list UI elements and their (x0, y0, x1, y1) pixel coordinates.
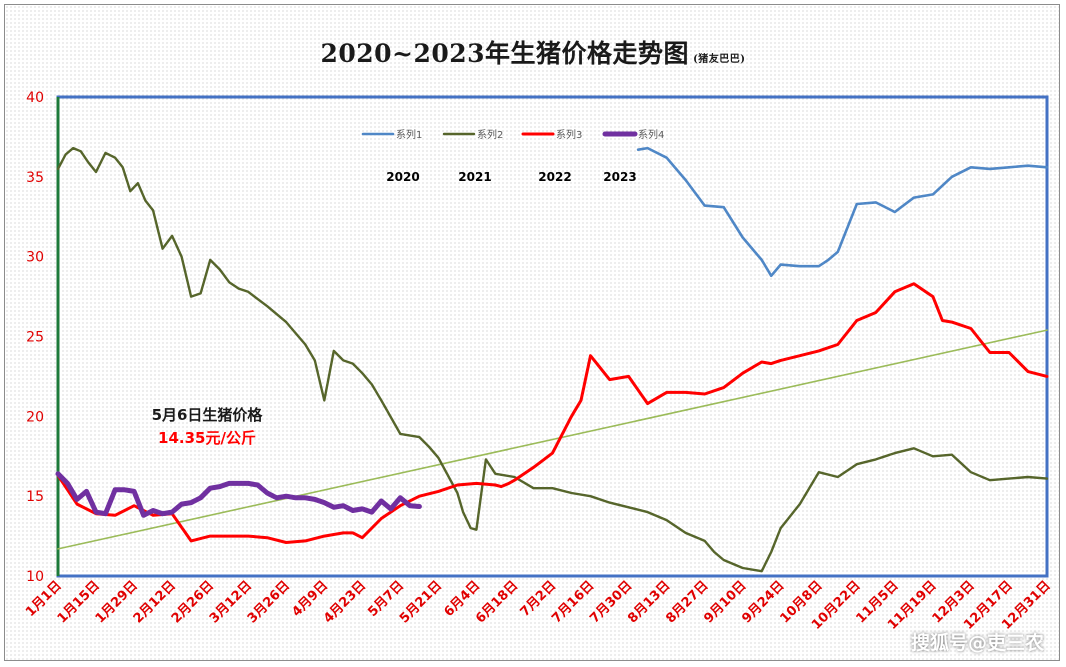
legend-label: 系列1 (396, 128, 422, 141)
y-tick-label: 20 (26, 409, 44, 425)
y-tick-label: 40 (26, 90, 44, 106)
annotation-title: 5月6日生猪价格 (152, 406, 264, 424)
x-tick-label: 6月18日 (473, 578, 521, 626)
chart-title: 2020~2023年生猪价格走势图 (猪友巴巴) (0, 34, 1066, 70)
y-tick-label: 30 (26, 250, 44, 266)
x-tick-label: 4月23日 (321, 578, 369, 626)
watermark: 搜狐号@吏三农 (910, 632, 1044, 654)
legend-year: 2023 (603, 170, 636, 184)
legend-year: 2022 (538, 170, 571, 184)
y-tick-label: 15 (26, 489, 44, 505)
legend-label: 系列4 (638, 128, 664, 141)
series-line-系列4 (55, 471, 422, 518)
chart-subtitle: (猪友巴巴) (693, 54, 746, 65)
x-tick-label: 3月26日 (245, 578, 293, 626)
x-tick-label: 5月21日 (397, 578, 445, 626)
trend-line (57, 329, 1048, 550)
y-tick-label: 35 (26, 170, 44, 186)
annotation-price: 14.35元/公斤 (158, 429, 256, 447)
series-line-系列2 (56, 146, 1049, 573)
chart-frame (4, 4, 1060, 661)
plot-area (56, 95, 1049, 578)
legend-year: 2020 (386, 170, 419, 184)
y-tick-label: 25 (26, 330, 44, 346)
legend-label: 系列2 (477, 128, 503, 141)
series-line-系列1 (636, 146, 1049, 278)
series-line-系列3 (56, 282, 1049, 544)
chart-title-text: 2020~2023年生猪价格走势图 (320, 39, 690, 68)
legend-label: 系列3 (556, 128, 582, 141)
legend-year: 2021 (458, 170, 491, 184)
y-tick-label: 10 (26, 569, 44, 585)
